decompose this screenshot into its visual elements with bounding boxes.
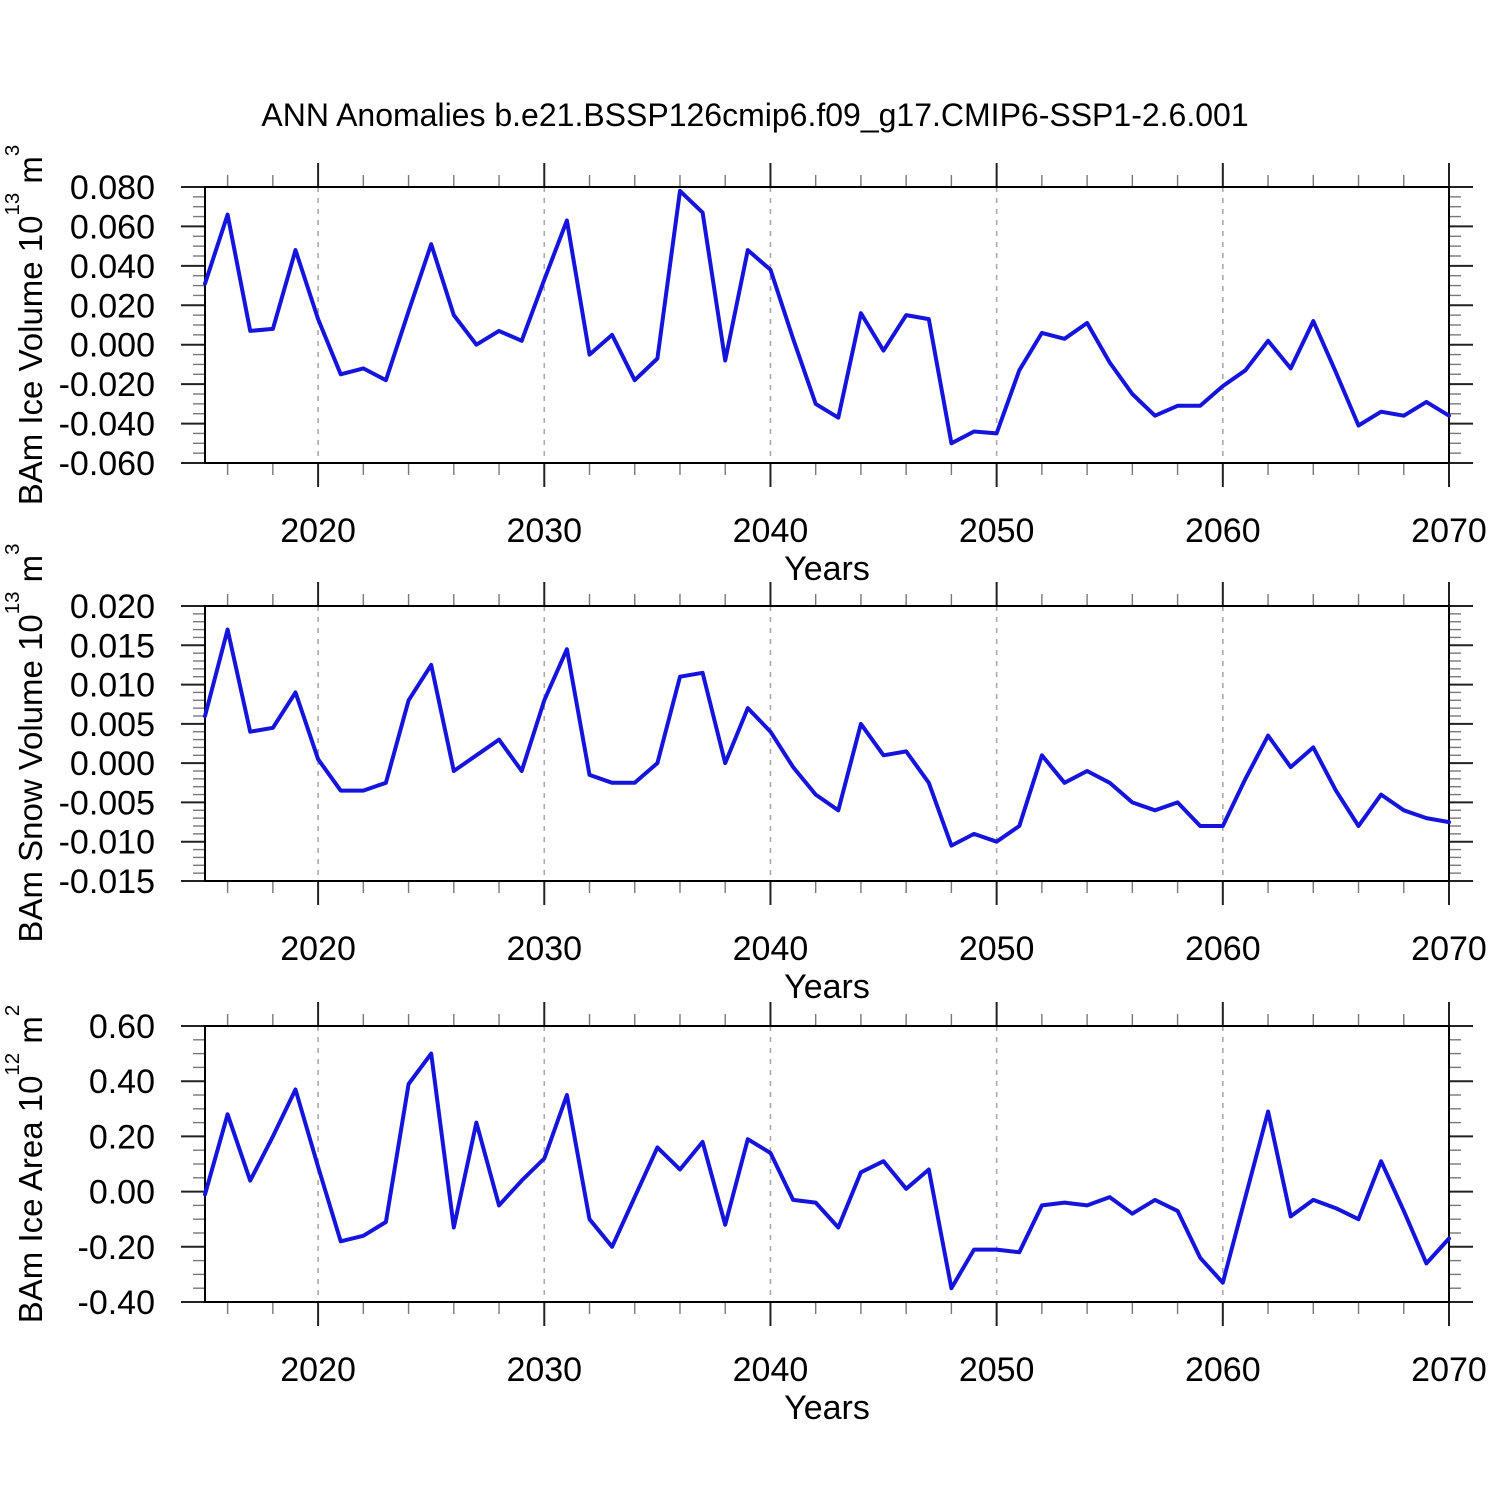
x-axis-title: Years [784,550,870,588]
y-tick-labels: 0.0800.0600.0400.0200.000-0.020-0.040-0.… [59,169,155,483]
figure-title: ANN Anomalies b.e21.BSSP126cmip6.f09_g17… [261,97,1249,133]
x-tick-label: 2070 [1411,512,1487,550]
major-ticks [181,582,1473,905]
y-tick-label: 0.60 [89,1008,155,1046]
y-tick-label: 0.015 [70,627,155,665]
panel-bam-snow-volume: 0.0200.0150.0100.0050.000-0.005-0.010-0.… [59,582,1487,1006]
x-tick-label: 2050 [959,512,1035,550]
y-tick-label: 0.005 [70,706,155,744]
x-tick-label: 2060 [1185,512,1261,550]
data-line-bam-snow-volume [203,627,1451,848]
x-tick-label: 2020 [280,512,356,550]
y-tick-label: -0.005 [59,784,155,822]
plot-frame [204,186,1450,464]
minor-ticks [193,594,1461,893]
x-tick-label: 2060 [1185,1351,1261,1389]
y-tick-label: -0.060 [59,445,155,483]
gridlines [317,1026,1224,1302]
x-tick-label: 2040 [733,1351,809,1389]
data-line-bam-ice-volume [203,188,1451,446]
x-tick-labels: 2020 2030 2040 2050 2060 2070 [280,930,1487,968]
x-tick-label: 2030 [506,930,582,968]
y-tick-label: -0.40 [78,1284,156,1322]
y-tick-label: 0.020 [70,588,155,626]
gridlines [317,187,1224,463]
y-tick-label: 0.060 [70,208,155,246]
y-tick-label: 0.040 [70,248,155,286]
y-tick-label: 0.080 [70,169,155,207]
x-tick-labels: 2020 2030 2040 2050 2060 2070 [280,512,1487,550]
y-tick-label: -0.20 [78,1229,156,1267]
minor-ticks [193,1014,1461,1314]
y-tick-label: -0.015 [59,863,155,901]
y-tick-label: 0.000 [70,327,155,365]
x-tick-label: 2020 [280,930,356,968]
major-ticks [181,1002,1473,1326]
y-tick-label: -0.020 [59,366,155,404]
x-tick-label: 2040 [733,930,809,968]
y-tick-label: -0.040 [59,406,155,444]
y-tick-label: 0.40 [89,1063,155,1101]
x-tick-labels: 2020 2030 2040 2050 2060 2070 [280,1351,1487,1389]
y-tick-label: 0.00 [89,1174,155,1212]
x-tick-label: 2050 [959,930,1035,968]
x-axis-title: Years [784,1389,870,1427]
plot-frame [204,1025,1450,1303]
x-tick-label: 2060 [1185,930,1261,968]
plot-frame [204,605,1450,882]
y-tick-labels: 0.0200.0150.0100.0050.000-0.005-0.010-0.… [59,588,155,901]
major-ticks [181,163,1473,487]
minor-ticks [193,175,1461,475]
y-tick-label: 0.020 [70,287,155,325]
gridlines [317,606,1224,881]
y-tick-label: 0.20 [89,1118,155,1156]
y-tick-labels: 0.60 0.40 0.20 0.00 -0.20 -0.40 [78,1008,156,1322]
panel-bam-ice-volume: 0.0800.0600.0400.0200.000-0.020-0.040-0.… [59,163,1487,588]
x-tick-label: 2030 [506,1351,582,1389]
data-line-bam-ice-area [203,1051,1451,1291]
x-tick-label: 2020 [280,1351,356,1389]
x-tick-label: 2050 [959,1351,1035,1389]
y-tick-label: 0.010 [70,667,155,705]
x-axis-title: Years [784,968,870,1006]
y-tick-label: 0.000 [70,745,155,783]
x-tick-label: 2070 [1411,1351,1487,1389]
x-tick-label: 2030 [506,512,582,550]
x-tick-label: 2070 [1411,930,1487,968]
x-tick-label: 2040 [733,512,809,550]
y-tick-label: -0.010 [59,824,155,862]
